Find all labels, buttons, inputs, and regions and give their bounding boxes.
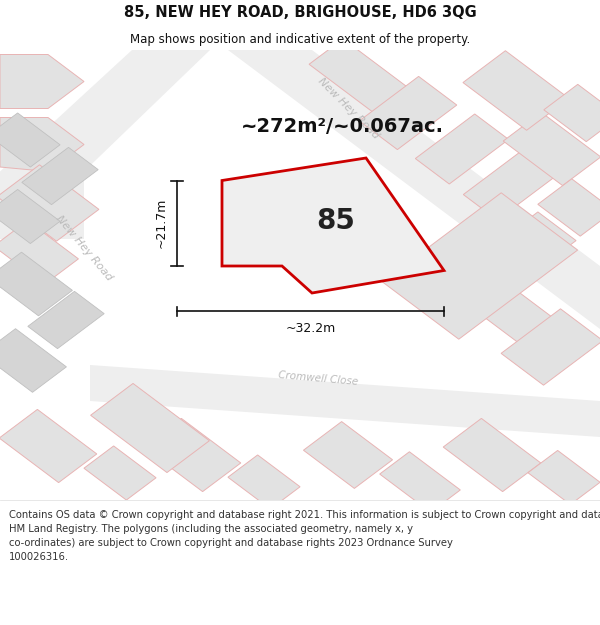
Polygon shape: [463, 150, 557, 220]
Polygon shape: [0, 50, 210, 239]
Polygon shape: [463, 276, 557, 346]
Text: 85, NEW HEY ROAD, BRIGHOUSE, HD6 3QG: 85, NEW HEY ROAD, BRIGHOUSE, HD6 3QG: [124, 5, 476, 20]
Polygon shape: [0, 189, 60, 244]
Text: Cromwell Close: Cromwell Close: [278, 370, 358, 387]
Polygon shape: [528, 451, 600, 504]
Polygon shape: [503, 112, 600, 186]
Polygon shape: [0, 252, 73, 316]
Text: Map shows position and indicative extent of the property.: Map shows position and indicative extent…: [130, 34, 470, 46]
Polygon shape: [504, 212, 576, 266]
Polygon shape: [84, 446, 156, 500]
Polygon shape: [28, 291, 104, 349]
Text: 85: 85: [317, 207, 355, 235]
Polygon shape: [228, 455, 300, 509]
Text: ~32.2m: ~32.2m: [286, 322, 335, 335]
Polygon shape: [443, 418, 541, 492]
Polygon shape: [463, 51, 569, 130]
Polygon shape: [0, 409, 97, 482]
Polygon shape: [0, 118, 84, 171]
Text: New Hey Road: New Hey Road: [54, 214, 114, 282]
Polygon shape: [143, 418, 241, 492]
Polygon shape: [0, 54, 84, 109]
Polygon shape: [304, 422, 392, 488]
Polygon shape: [501, 309, 600, 385]
Polygon shape: [538, 179, 600, 236]
Polygon shape: [90, 365, 600, 437]
Text: ~272m²/~0.067ac.: ~272m²/~0.067ac.: [241, 117, 443, 136]
Polygon shape: [0, 165, 99, 241]
Polygon shape: [0, 329, 67, 392]
Polygon shape: [0, 113, 60, 167]
Polygon shape: [415, 114, 509, 184]
Polygon shape: [222, 158, 444, 293]
Text: ~21.7m: ~21.7m: [155, 198, 168, 248]
Polygon shape: [359, 76, 457, 149]
Polygon shape: [544, 84, 600, 142]
Polygon shape: [0, 221, 79, 284]
Polygon shape: [382, 193, 578, 339]
Polygon shape: [228, 50, 600, 329]
Polygon shape: [380, 452, 460, 512]
Polygon shape: [22, 148, 98, 204]
Polygon shape: [91, 384, 209, 472]
Text: New Hey Road: New Hey Road: [316, 76, 380, 141]
Polygon shape: [309, 39, 411, 115]
Text: Contains OS data © Crown copyright and database right 2021. This information is : Contains OS data © Crown copyright and d…: [9, 510, 600, 562]
